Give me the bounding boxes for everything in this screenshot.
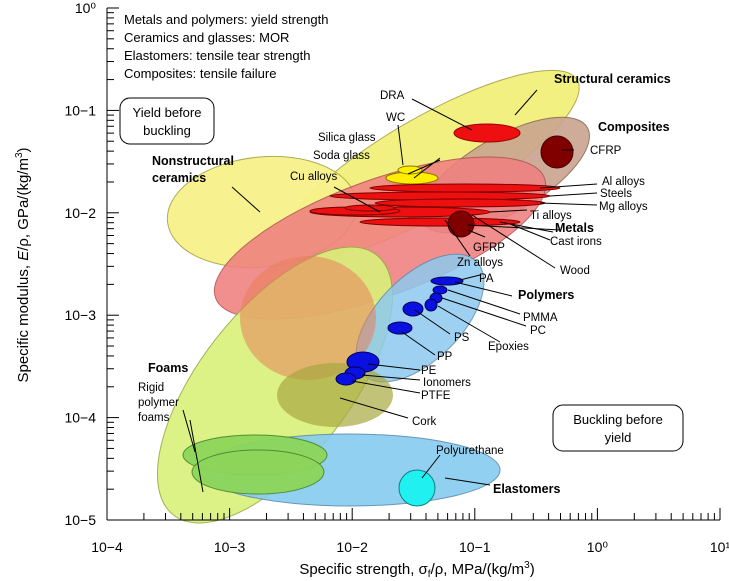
family-label-nonstructural-ceramics-2: ceramics (152, 171, 206, 185)
note-line-4: Composites: tensile failure (124, 66, 276, 81)
x-tick-label: 10−4 (91, 539, 123, 555)
material-label-dra: DRA (380, 90, 405, 102)
x-tick-label: 10−3 (214, 539, 246, 555)
blob-dra (453, 123, 521, 143)
blob-cfrp (540, 135, 574, 169)
blob-zn-alloys (344, 204, 396, 212)
leader-lines (182, 89, 598, 493)
note-line-1: Metals and polymers: yield strength (124, 12, 328, 27)
x-tick-label: 10−2 (336, 539, 368, 555)
family-envelopes (156, 69, 590, 524)
family-label-polymers: Polymers (518, 288, 574, 302)
material-blobs (309, 123, 574, 386)
envelope-metals-low (240, 256, 376, 380)
blob-cast-irons (359, 217, 521, 227)
x-axis-label: Specific strength, σf/ρ, MPa/(kg/m3) (299, 560, 534, 580)
blob-al-alloys (369, 183, 561, 193)
material-label-pp: PP (437, 351, 453, 363)
family-label-structural-ceramics: Structural ceramics (554, 72, 671, 86)
y-tick-label: 10−1 (64, 102, 96, 118)
buckling-box-line-2: yield (605, 430, 632, 445)
y-tick-label: 10−5 (64, 512, 96, 528)
blob-epoxies (424, 298, 438, 312)
material-label-pa: PA (479, 273, 494, 285)
material-label-rigid-foams-1: Rigid (138, 382, 164, 394)
material-label-polyurethane: Polyurethane (436, 445, 504, 457)
material-label-pmma: PMMA (523, 312, 558, 324)
family-label-metals: Metals (555, 221, 594, 235)
material-label-ptfe: PTFE (421, 390, 451, 402)
family-label-elastomers: Elastomers (493, 482, 560, 496)
material-label-pe: PE (421, 365, 437, 377)
material-label-silica-glass: Silica glass (318, 132, 376, 144)
material-label-mg-alloys: Mg alloys (599, 201, 648, 213)
x-tick-label: 10¹ (710, 539, 729, 555)
material-label-zn-alloys: Zn alloys (457, 257, 503, 269)
buckling-box: Buckling before yield (552, 404, 684, 452)
material-label-gfrp: GFRP (473, 242, 505, 254)
material-label-cfrp: CFRP (590, 145, 622, 157)
material-label-ti-alloys: Ti alloys (530, 210, 572, 222)
material-label-cork: Cork (412, 416, 437, 428)
y-tick-label: 10−3 (64, 307, 96, 323)
material-label-rigid-foams-3: foams (138, 412, 170, 424)
x-tick-label: 10−1 (459, 539, 491, 555)
y-axis-label: Specific modulus, E/ρ, GPa/(kg/m3) (14, 147, 32, 382)
notes-block: Metals and polymers: yield strength Cera… (124, 12, 328, 81)
blob-pa (430, 276, 464, 286)
material-label-al-alloys: Al alloys (602, 176, 645, 188)
material-label-rigid-foams-2: polymer (138, 397, 179, 409)
blob-gfrp (447, 210, 475, 238)
envelope-cork (277, 363, 393, 427)
material-label-steels: Steels (600, 188, 632, 200)
material-label-pc: PC (530, 325, 546, 337)
blob-mg-alloys (374, 198, 546, 208)
family-label-nonstructural-ceramics-1: Nonstructural (152, 154, 234, 168)
material-label-cast-irons: Cast irons (550, 236, 602, 248)
blob-pp (387, 321, 413, 335)
yield-box: Yield before buckling (119, 97, 215, 145)
envelope-rigid-foams-lower (191, 449, 325, 495)
material-label-epoxies: Epoxies (488, 341, 529, 353)
y-tick-label: 10−4 (64, 410, 96, 426)
material-label-soda-glass: Soda glass (313, 150, 370, 162)
note-line-2: Ceramics and glasses: MOR (124, 30, 289, 45)
material-label-wood: Wood (560, 265, 590, 277)
material-labels: DRA WC Silica glass Soda glass Cu alloys… (138, 90, 648, 457)
y-tick-label: 10−2 (64, 205, 96, 221)
blob-wc (397, 165, 423, 175)
blob-ptfe (335, 372, 357, 386)
family-labels: Structural ceramics Nonstructural cerami… (148, 72, 671, 496)
x-tick-labels: 10−4 10−3 10−2 10−1 10⁰ 10¹ (91, 539, 729, 555)
material-label-ionomers: Ionomers (423, 377, 471, 389)
y-tick-label: 10⁰ (75, 0, 97, 16)
material-label-cu-alloys: Cu alloys (290, 171, 338, 183)
plot-frame (106, 7, 721, 521)
x-tick-label: 10⁰ (587, 539, 609, 555)
note-line-3: Elastomers: tensile tear strength (124, 48, 310, 63)
envelope-polyurethane (398, 469, 436, 507)
material-label-ps: PS (454, 332, 470, 344)
family-label-foams: Foams (148, 361, 188, 375)
yield-box-line-1: Yield before (133, 105, 202, 120)
yield-box-line-2: buckling (143, 123, 191, 138)
family-label-composites: Composites (598, 120, 670, 134)
buckling-box-line-1: Buckling before (573, 412, 663, 427)
material-label-wc: WC (386, 112, 405, 124)
